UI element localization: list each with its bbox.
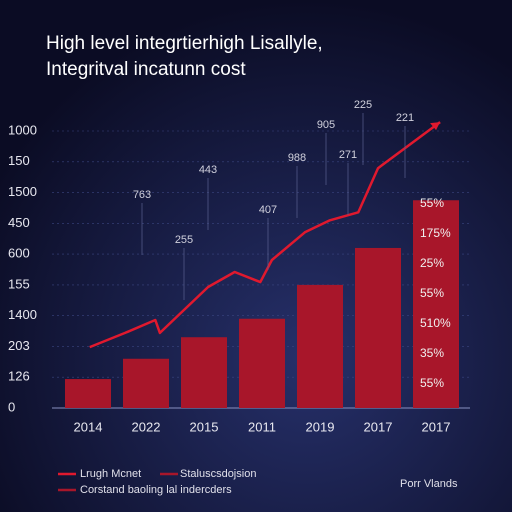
y-tick-label: 155 [8, 276, 30, 291]
trend-line [89, 121, 441, 349]
y-tick-label: 600 [8, 246, 30, 261]
y-tick-label: 203 [8, 338, 30, 353]
source: Porr Vlands [400, 478, 458, 490]
y-tick-label: 126 [8, 369, 30, 384]
legend-label: Lrugh Mcnet [80, 468, 141, 480]
annotation: 988 [288, 152, 306, 164]
x-tick-label: 2014 [74, 419, 103, 434]
y-tick-label: 0 [8, 399, 15, 414]
value-annotation: 510% [420, 316, 451, 330]
annotation: 905 [317, 119, 335, 131]
bar [355, 247, 401, 408]
bar [239, 318, 285, 408]
y-tick-label: 450 [8, 215, 30, 230]
y-tick-label: 150 [8, 153, 30, 168]
annotation: 407 [259, 204, 277, 216]
annotation: 221 [396, 112, 414, 124]
annotation: 763 [133, 189, 151, 201]
bar [65, 379, 111, 408]
value-annotation: 35% [420, 346, 444, 360]
value-annotation: 55% [420, 196, 444, 210]
annotation: 443 [199, 164, 217, 176]
value-annotation: 175% [420, 226, 451, 240]
legend-label: Corstand baoling lal indercders [80, 484, 232, 496]
x-tick-label: 2017 [422, 419, 451, 434]
bar [297, 284, 343, 408]
value-annotation: 55% [420, 376, 444, 390]
annotation: 271 [339, 149, 357, 161]
bar [413, 200, 459, 408]
annotation: 255 [175, 234, 193, 246]
value-annotation: 25% [420, 256, 444, 270]
x-tick-label: 2017 [364, 419, 393, 434]
annotation: 225 [354, 99, 372, 111]
x-tick-label: 2019 [306, 419, 335, 434]
y-tick-label: 1500 [8, 184, 37, 199]
bar [181, 337, 227, 408]
chart-title: High level integrtierhigh Lisallyle, [46, 33, 323, 54]
arrow-head [430, 122, 441, 131]
x-tick-label: 2022 [132, 419, 161, 434]
x-tick-label: 2015 [190, 419, 219, 434]
value-annotation: 55% [420, 286, 444, 300]
y-tick-label: 1000 [8, 122, 37, 137]
x-tick-label: 2011 [248, 419, 276, 434]
chart-subtitle: Integritval incatunn cost [46, 59, 246, 80]
y-tick-label: 1400 [8, 307, 37, 322]
legend-label: Staluscsdojsion [180, 468, 256, 480]
bar [123, 358, 169, 408]
